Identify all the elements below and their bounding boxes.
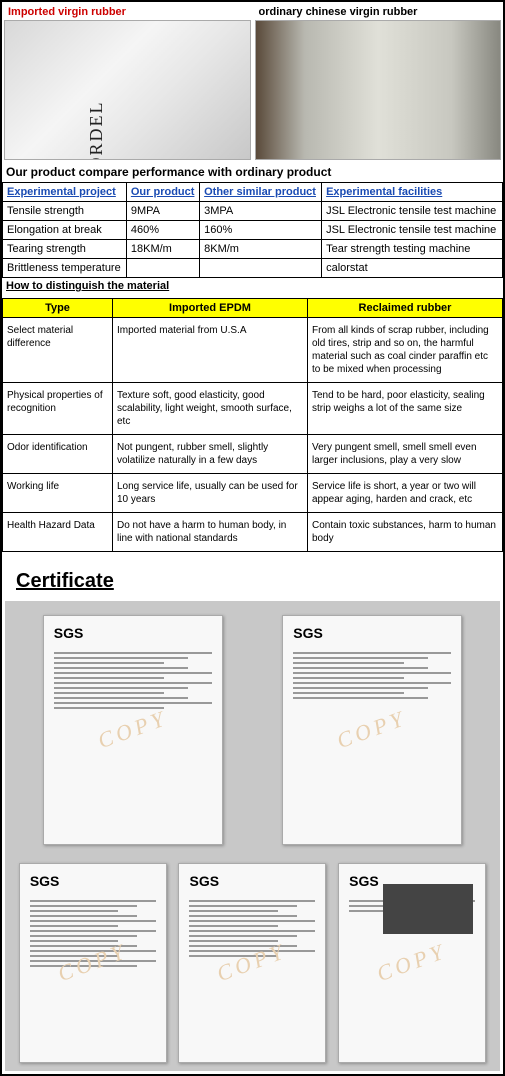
- cert-doc: SGS COPY: [282, 615, 462, 845]
- table-row: Tearing strength 18KM/m 8KM/m Tear stren…: [3, 240, 503, 259]
- table-row: Odor identification Not pungent, rubber …: [3, 435, 503, 474]
- sgs-logo: SGS: [293, 624, 451, 644]
- th-facilities: Experimental facilities: [322, 183, 503, 202]
- th-type: Type: [3, 299, 113, 318]
- sgs-logo: SGS: [189, 872, 315, 892]
- table-row: Working life Long service life, usually …: [3, 474, 503, 513]
- copy-watermark: COPY: [94, 703, 172, 757]
- main-container: Imported virgin rubber ordinary chinese …: [0, 0, 505, 1076]
- ordinary-rubber-image: [255, 20, 502, 160]
- cert-content-lines: [54, 652, 212, 709]
- cert-doc: SGS COPY: [43, 615, 223, 845]
- table-row: Select material difference Imported mate…: [3, 318, 503, 383]
- right-image-label: ordinary chinese virgin rubber: [255, 4, 502, 20]
- cert-doc: SGS COPY: [19, 863, 167, 1063]
- sgs-logo: SGS: [54, 624, 212, 644]
- cert-doc: SGS COPY: [178, 863, 326, 1063]
- sgs-logo: SGS: [30, 872, 156, 892]
- right-image-column: ordinary chinese virgin rubber: [253, 2, 504, 162]
- copy-watermark: COPY: [333, 703, 411, 757]
- product-images-row: Imported virgin rubber ordinary chinese …: [2, 2, 503, 162]
- left-image-label: Imported virgin rubber: [4, 4, 251, 20]
- certificate-heading: Certificate: [2, 552, 503, 601]
- distinguish-table: Type Imported EPDM Reclaimed rubber Sele…: [2, 298, 503, 552]
- cert-content-lines: [30, 900, 156, 967]
- th-similar: Other similar product: [200, 183, 322, 202]
- cert-content-lines: [189, 900, 315, 957]
- table-row: Health Hazard Data Do not have a harm to…: [3, 513, 503, 552]
- th-project: Experimental project: [3, 183, 127, 202]
- cert-row-bottom: SGS COPY SGS COPY SGS COPY: [13, 863, 492, 1063]
- cert-image-block: [383, 884, 473, 934]
- table-row: Tensile strength 9MPA 3MPA JSL Electroni…: [3, 202, 503, 221]
- table-header-row: Experimental project Our product Other s…: [3, 183, 503, 202]
- cert-row-top: SGS COPY SGS COPY: [13, 615, 492, 845]
- left-image-column: Imported virgin rubber: [2, 2, 253, 162]
- table2-caption: How to distinguish the material: [2, 278, 503, 294]
- imported-rubber-image: [4, 20, 251, 160]
- th-ourproduct: Our product: [126, 183, 199, 202]
- th-epdm: Imported EPDM: [113, 299, 308, 318]
- certificate-area: SGS COPY SGS COPY SGS COPY: [5, 601, 500, 1071]
- table-header-row: Type Imported EPDM Reclaimed rubber: [3, 299, 503, 318]
- cert-doc: SGS COPY: [338, 863, 486, 1063]
- comparison-table: Experimental project Our product Other s…: [2, 182, 503, 278]
- table-row: Physical properties of recognition Textu…: [3, 383, 503, 435]
- table-row: Brittleness temperature calorstat: [3, 259, 503, 278]
- cert-content-lines: [293, 652, 451, 699]
- th-reclaimed: Reclaimed rubber: [308, 299, 503, 318]
- table1-caption: Our product compare performance with ord…: [2, 162, 503, 182]
- table-row: Elongation at break 460% 160% JSL Electr…: [3, 221, 503, 240]
- copy-watermark: COPY: [373, 936, 451, 990]
